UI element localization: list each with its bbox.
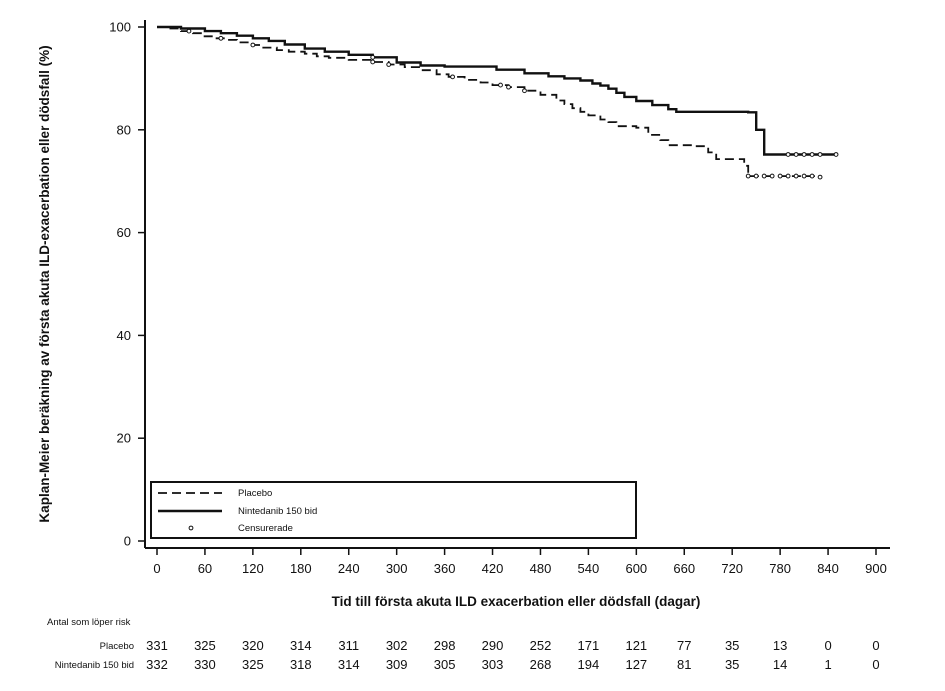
legend-label-placebo: Placebo xyxy=(238,488,272,499)
censored-marker xyxy=(370,59,376,65)
censored-marker xyxy=(386,62,392,67)
censored-marker xyxy=(817,152,823,157)
censored-marker xyxy=(769,173,775,179)
censored-marker xyxy=(218,35,224,41)
censored-marker xyxy=(370,54,376,60)
series-layer xyxy=(157,25,839,180)
censored-marker xyxy=(777,173,783,179)
risk-value-cell: 252 xyxy=(530,638,552,653)
risk-value-cell: 13 xyxy=(773,638,787,653)
x-tick-label: 60 xyxy=(198,561,212,576)
risk-value-cell: 309 xyxy=(386,657,408,672)
censored-marker xyxy=(833,152,839,157)
risk-value-cell: 314 xyxy=(290,638,312,653)
risk-value-cell: 0 xyxy=(872,638,879,653)
censored-marker xyxy=(753,173,759,179)
risk-value-cell: 325 xyxy=(242,657,264,672)
series-line-placebo xyxy=(157,26,821,178)
risk-value-cell: 325 xyxy=(194,638,216,653)
censored-marker xyxy=(817,174,823,180)
legend-label-nintedanib: Nintedanib 150 bid xyxy=(238,506,317,517)
y-tick-label: 80 xyxy=(117,122,131,137)
risk-value-cell: 311 xyxy=(338,638,359,653)
risk-row-label: Nintedanib 150 bid xyxy=(55,660,134,671)
risk-table-title: Antal som löper risk xyxy=(47,617,131,628)
risk-value-cell: 1 xyxy=(824,657,831,672)
risk-value-cell: 290 xyxy=(482,638,504,653)
risk-value-cell: 0 xyxy=(824,638,831,653)
risk-value-cell: 303 xyxy=(482,657,504,672)
risk-value-cell: 35 xyxy=(725,657,739,672)
x-tick-label: 840 xyxy=(817,561,839,576)
y-axis-title: Kaplan-Meier beräkning av första akuta I… xyxy=(37,45,52,522)
x-tick-label: 540 xyxy=(578,561,600,576)
risk-value-cell: 305 xyxy=(434,657,456,672)
x-tick-label: 420 xyxy=(482,561,504,576)
risk-value-cell: 77 xyxy=(677,638,691,653)
risk-value-cell: 127 xyxy=(625,657,647,672)
censored-marker xyxy=(785,152,791,157)
y-tick-label: 40 xyxy=(117,328,131,343)
censored-marker xyxy=(745,173,751,179)
risk-table: Antal som löper risk Placebo 331 325 320 314… xyxy=(47,617,880,672)
censored-marker xyxy=(793,173,799,179)
risk-row-label: Placebo xyxy=(100,641,134,652)
risk-value-cell: 35 xyxy=(725,638,739,653)
risk-value-cell: 268 xyxy=(530,657,552,672)
x-tick-label: 780 xyxy=(769,561,791,576)
x-tick-label: 0 xyxy=(153,561,160,576)
x-tick-label: 660 xyxy=(673,561,695,576)
censored-marker xyxy=(186,28,192,34)
x-tick-label: 720 xyxy=(721,561,743,576)
x-tick-label: 180 xyxy=(290,561,312,576)
x-tick-label: 600 xyxy=(625,561,647,576)
legend-label-censored: Censurerade xyxy=(238,523,293,534)
risk-value-cell: 194 xyxy=(578,657,600,672)
x-tick-label: 480 xyxy=(530,561,552,576)
y-tick-label: 60 xyxy=(117,225,131,240)
censored-marker xyxy=(809,173,815,179)
risk-value-cell: 171 xyxy=(578,638,600,653)
legend-box xyxy=(150,481,637,539)
censored-marker xyxy=(801,173,807,179)
legend: Placebo Nintedanib 150 bid Censurerade xyxy=(150,481,637,539)
risk-value-cell: 121 xyxy=(625,638,647,653)
series-line-nintedanib xyxy=(157,25,837,156)
x-axis-title: Tid till första akuta ILD exacerbation e… xyxy=(332,594,701,609)
censored-marker xyxy=(498,82,503,88)
axes: 0 20 40 60 80 100 0 60 120 180 240 300 360 420 480 540 6… xyxy=(109,20,890,576)
y-tick-label: 0 xyxy=(124,534,131,549)
x-tick-label: 360 xyxy=(434,561,456,576)
censored-marker xyxy=(522,88,527,94)
risk-value-cell: 318 xyxy=(290,657,312,672)
censored-marker xyxy=(809,152,815,157)
x-tick-label: 300 xyxy=(386,561,408,576)
censored-marker xyxy=(250,42,256,48)
x-tick-label: 240 xyxy=(338,561,360,576)
risk-value-cell: 298 xyxy=(434,638,456,653)
censored-marker xyxy=(793,152,799,157)
censored-marker xyxy=(761,173,767,179)
risk-value-cell: 81 xyxy=(677,657,691,672)
y-tick-label: 100 xyxy=(109,20,131,35)
risk-value-cell: 302 xyxy=(386,638,408,653)
risk-value-cell: 0 xyxy=(872,657,879,672)
risk-value-cell: 330 xyxy=(194,657,216,672)
y-tick-label: 20 xyxy=(117,431,131,446)
risk-value-cell: 332 xyxy=(146,657,168,672)
censored-marker xyxy=(450,74,455,80)
risk-value-cell: 320 xyxy=(242,638,264,653)
x-tick-label: 120 xyxy=(242,561,264,576)
risk-value-cell: 314 xyxy=(338,657,360,672)
risk-value-cell: 331 xyxy=(146,638,168,653)
censored-marker xyxy=(785,173,791,179)
x-tick-label: 900 xyxy=(865,561,887,576)
risk-value-cell: 14 xyxy=(773,657,787,672)
legend-swatch-censored xyxy=(188,525,194,531)
censored-marker xyxy=(801,152,807,157)
censored-marker xyxy=(506,84,511,90)
